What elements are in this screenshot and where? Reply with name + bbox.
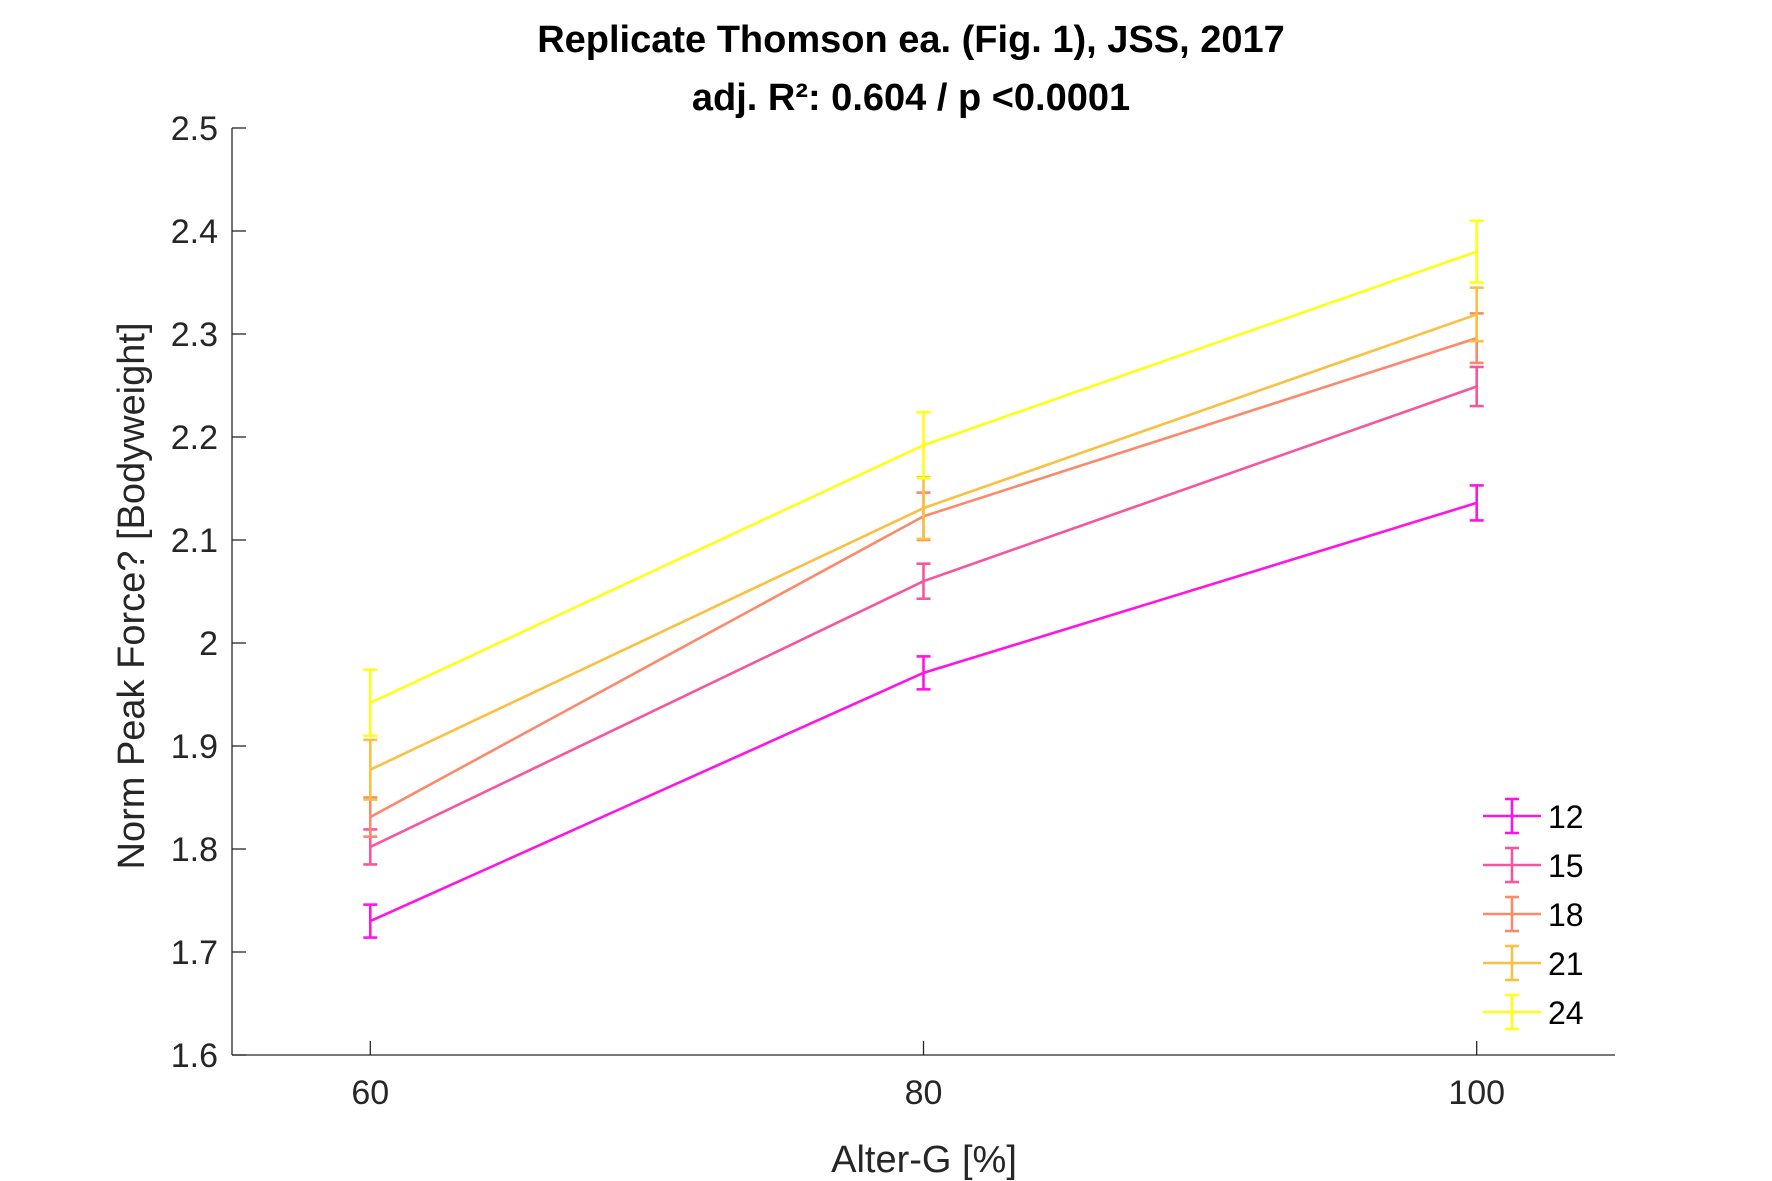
y-tick-label: 2.1	[171, 522, 218, 560]
legend-label: 12	[1548, 799, 1584, 835]
axes: 1.6 1.7 1.8 1.9 2 2.1 2.2 2.3 2.4 2.5 60 80 100	[171, 110, 1615, 1112]
y-tick-label: 2.3	[171, 316, 218, 354]
x-tick-label: 60	[351, 1074, 389, 1112]
legend-item-18: 18	[1483, 895, 1584, 933]
chart-title: Replicate Thomson ea. (Fig. 1), JSS, 201…	[537, 19, 1285, 61]
error-bar	[916, 562, 931, 601]
y-tick-label: 1.9	[171, 728, 218, 766]
error-bar	[916, 655, 931, 691]
legend-label: 18	[1548, 897, 1584, 933]
error-bar	[1469, 365, 1484, 408]
chart-subtitle: adj. R²: 0.604 / p <0.0001	[692, 77, 1130, 119]
x-tick-label: 80	[905, 1074, 943, 1112]
y-tick-label: 2.2	[171, 419, 218, 457]
series-21	[363, 286, 1484, 801]
error-bar	[363, 738, 378, 801]
legend-label: 15	[1548, 848, 1584, 884]
legend-item-12: 12	[1483, 797, 1584, 835]
error-bar	[363, 796, 378, 838]
legend: 12 15 18 21 24	[1483, 797, 1584, 1031]
y-tick-label: 1.7	[171, 934, 218, 972]
x-tick-label: 100	[1448, 1074, 1505, 1112]
plot-series	[363, 219, 1484, 939]
series-12	[363, 484, 1484, 939]
error-bar	[1469, 484, 1484, 522]
legend-item-24: 24	[1483, 993, 1584, 1031]
legend-item-15: 15	[1483, 846, 1584, 884]
y-tick-label: 1.6	[171, 1037, 218, 1075]
error-bar	[363, 668, 378, 738]
y-tick-label: 1.8	[171, 831, 218, 869]
y-tick-label: 2	[199, 625, 218, 663]
error-bar	[363, 903, 378, 939]
y-tick-label: 2.5	[171, 110, 218, 148]
legend-label: 21	[1548, 946, 1584, 982]
legend-label: 24	[1548, 995, 1584, 1031]
x-axis-label: Alter-G [%]	[831, 1139, 1017, 1181]
y-tick-label: 2.4	[171, 213, 218, 251]
y-axis-label: Norm Peak Force? [Bodyweight]	[111, 322, 153, 869]
error-bar	[916, 475, 931, 541]
legend-item-21: 21	[1483, 944, 1584, 982]
error-bar	[1469, 286, 1484, 343]
error-bar	[1469, 219, 1484, 284]
series-line	[369, 313, 1478, 771]
series-24	[363, 219, 1484, 738]
error-bar	[916, 410, 931, 480]
